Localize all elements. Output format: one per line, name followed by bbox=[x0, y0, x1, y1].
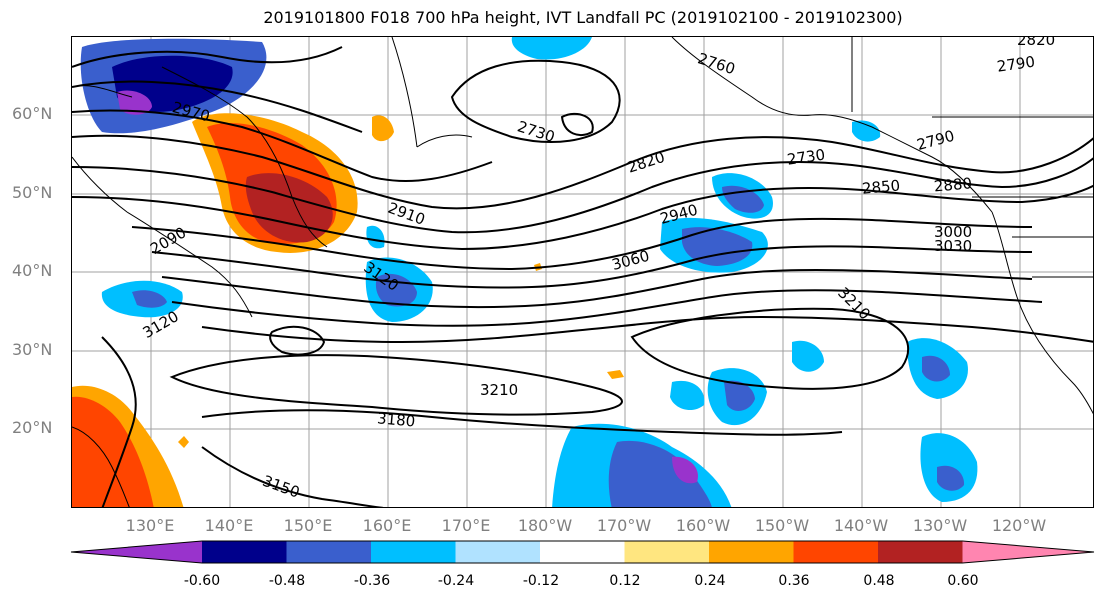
colorbar-segment bbox=[371, 541, 456, 563]
contour-label: 2760 bbox=[696, 49, 738, 78]
lat-label-30n: 30°N bbox=[12, 340, 53, 359]
lon-label: 170°W bbox=[596, 516, 652, 535]
lon-label: 180°W bbox=[517, 516, 573, 535]
contour-label: 3000 bbox=[934, 223, 972, 241]
map-title: 2019101800 F018 700 hPa height, IVT Land… bbox=[263, 8, 903, 27]
colorbar-segments bbox=[70, 540, 1095, 564]
colorbar-tick: -0.24 bbox=[437, 573, 475, 589]
contour-label: 2790 bbox=[996, 53, 1036, 76]
height-contours bbox=[72, 46, 1093, 507]
lon-label: 120°W bbox=[991, 516, 1047, 535]
lat-label-60n: 60°N bbox=[12, 104, 53, 123]
lon-label: 130°E bbox=[125, 516, 175, 535]
colorbar-segment bbox=[286, 541, 372, 563]
colorbar-tick: 0.36 bbox=[778, 573, 810, 589]
contour-label: 3210 bbox=[834, 284, 874, 324]
contour-label: 2820 bbox=[1017, 37, 1055, 49]
lon-label: 160°W bbox=[675, 516, 731, 535]
colorbar-tick: -0.36 bbox=[353, 573, 391, 589]
lon-label: 130°W bbox=[912, 516, 968, 535]
colorbar-tick: 0.24 bbox=[694, 573, 726, 589]
lat-label-40n: 40°N bbox=[12, 261, 53, 280]
colorbar-tick: -0.60 bbox=[183, 573, 221, 589]
colorbar-segment bbox=[540, 541, 625, 563]
colorbar-segment bbox=[71, 541, 202, 563]
colorbar-segment bbox=[962, 541, 1094, 563]
colorbar bbox=[70, 540, 1095, 564]
contour-label: 3060 bbox=[610, 247, 652, 274]
colorbar-segment bbox=[793, 541, 879, 563]
lon-label: 150°W bbox=[754, 516, 810, 535]
lon-label: 140°E bbox=[204, 516, 254, 535]
contour-label: 2820 bbox=[625, 148, 667, 177]
lat-label-20n: 20°N bbox=[12, 418, 53, 437]
lat-label-50n: 50°N bbox=[12, 183, 53, 202]
colorbar-segment bbox=[878, 541, 963, 563]
lon-label: 170°E bbox=[441, 516, 491, 535]
colorbar-tick: -0.48 bbox=[268, 573, 306, 589]
colorbar-tick: 0.60 bbox=[947, 573, 979, 589]
contour-label: 2880 bbox=[933, 174, 973, 195]
colorbar-tick: -0.12 bbox=[522, 573, 560, 589]
contour-label: 2730 bbox=[786, 146, 826, 169]
contour-label: 3180 bbox=[376, 409, 416, 430]
contour-label: 3030 bbox=[934, 237, 972, 255]
colorbar-segment bbox=[455, 541, 541, 563]
map-canvas: 2760 2790 2820 2970 2730 2820 2730 2790 … bbox=[72, 37, 1093, 507]
contour-label: 2850 bbox=[861, 176, 901, 197]
lon-label: 140°W bbox=[833, 516, 889, 535]
contour-label: 2790 bbox=[915, 127, 957, 154]
colorbar-tick: 0.48 bbox=[863, 573, 895, 589]
lon-label: 150°E bbox=[283, 516, 333, 535]
colorbar-segment bbox=[624, 541, 710, 563]
contour-label: 3210 bbox=[480, 381, 518, 399]
colorbar-outline bbox=[70, 540, 1095, 564]
map-panel: 2760 2790 2820 2970 2730 2820 2730 2790 … bbox=[71, 36, 1094, 508]
ivt-negative-shading bbox=[80, 37, 978, 507]
colorbar-tick: 0.12 bbox=[609, 573, 641, 589]
contour-label: 2910 bbox=[385, 199, 427, 229]
colorbar-segment bbox=[202, 541, 287, 563]
ivt-positive-shading bbox=[72, 113, 624, 507]
colorbar-segment bbox=[709, 541, 794, 563]
contour-label: 3150 bbox=[260, 472, 302, 502]
lon-label: 160°E bbox=[362, 516, 412, 535]
